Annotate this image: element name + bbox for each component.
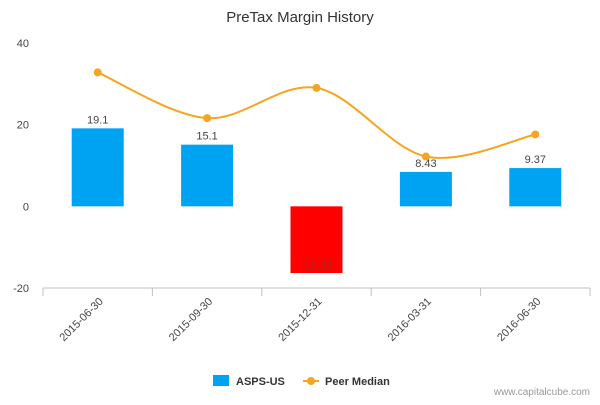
chart-title: PreTax Margin History bbox=[226, 9, 374, 26]
peer-median-point[interactable] bbox=[93, 68, 102, 77]
bar[interactable] bbox=[71, 128, 124, 207]
bar-labels: 19.1 15.1 -16.33 8.43 9.37 bbox=[87, 114, 546, 272]
y-tick-label: 20 bbox=[17, 120, 29, 132]
peer-median-point[interactable] bbox=[203, 114, 212, 123]
bar[interactable] bbox=[290, 206, 343, 274]
bar[interactable] bbox=[399, 171, 452, 207]
x-tick-label: 2015-12-31 bbox=[276, 296, 324, 344]
x-tick-label: 2016-03-31 bbox=[386, 296, 434, 344]
bar-data-label: -16.33 bbox=[301, 260, 332, 272]
credit-text: www.capitalcube.com bbox=[493, 387, 590, 398]
x-tick-label: 2015-06-30 bbox=[58, 296, 106, 344]
y-tick-label: -20 bbox=[13, 283, 29, 295]
legend[interactable]: ASPS-US Peer Median bbox=[213, 375, 390, 388]
bar[interactable] bbox=[509, 168, 562, 207]
legend-marker-peer[interactable] bbox=[307, 377, 315, 385]
bar-data-label: 15.1 bbox=[196, 131, 217, 143]
y-tick-label: 0 bbox=[23, 201, 29, 213]
bar-data-label: 9.37 bbox=[525, 154, 546, 166]
legend-label-asps[interactable]: ASPS-US bbox=[236, 376, 285, 388]
bar-data-label: 19.1 bbox=[87, 114, 108, 126]
bar[interactable] bbox=[181, 144, 234, 207]
peer-median-point[interactable] bbox=[312, 83, 321, 92]
x-tick-label: 2015-09-30 bbox=[167, 296, 215, 344]
legend-swatch-asps[interactable] bbox=[213, 375, 229, 386]
legend-label-peer[interactable]: Peer Median bbox=[325, 376, 390, 388]
peer-line bbox=[93, 68, 540, 161]
peer-median-point[interactable] bbox=[531, 130, 540, 139]
peer-median-point[interactable] bbox=[421, 152, 430, 161]
y-tick-label: 40 bbox=[17, 38, 29, 50]
x-tick-label: 2016-06-30 bbox=[495, 296, 543, 344]
bars bbox=[71, 128, 562, 274]
bar-data-label: 8.43 bbox=[415, 158, 436, 170]
